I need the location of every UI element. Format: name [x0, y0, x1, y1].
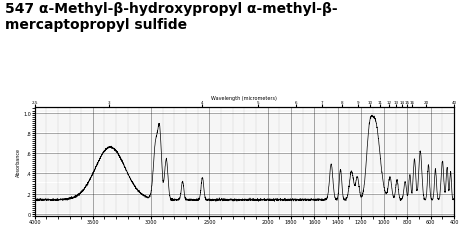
Text: 547 α-Methyl-β-hydroxypropyl α-methyl-β-
mercaptopropyl sulfide: 547 α-Methyl-β-hydroxypropyl α-methyl-β-…	[5, 2, 337, 32]
Y-axis label: Absorbance: Absorbance	[16, 148, 21, 176]
X-axis label: Wavelength (micrometers): Wavelength (micrometers)	[212, 95, 277, 100]
